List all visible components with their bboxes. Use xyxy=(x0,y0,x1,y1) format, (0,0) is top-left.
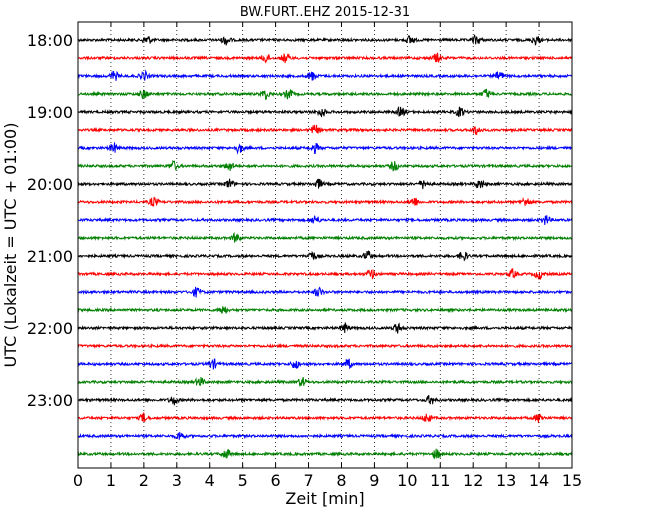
x-axis: 0 1 2 3 4 5 6 7 8 9 10 11 12 13 14 15 xyxy=(73,22,582,490)
chart-title: BW.FURT..EHZ 2015-12-31 xyxy=(240,5,410,20)
seismogram-trace-2030 xyxy=(77,215,573,225)
traces-layer xyxy=(77,33,573,460)
seismogram-trace-1915 xyxy=(77,124,573,135)
x-tick-label: 2 xyxy=(139,471,149,490)
seismogram-trace-2200 xyxy=(77,322,573,334)
x-tick-label: 15 xyxy=(562,471,582,490)
seismogram-trace-2100 xyxy=(77,250,573,262)
seismogram-trace-1815 xyxy=(77,52,573,64)
seismogram-trace-2115 xyxy=(77,268,573,281)
seismogram-trace-1945 xyxy=(77,159,573,172)
x-tick-label: 13 xyxy=(496,471,516,490)
x-tick-label: 5 xyxy=(238,471,248,490)
y-tick-label: 23:00 xyxy=(27,391,73,410)
y-tick-label: 19:00 xyxy=(27,103,73,122)
seismogram-trace-2330 xyxy=(77,431,573,440)
seismogram-trace-2015 xyxy=(77,196,573,207)
y-tick-label: 20:00 xyxy=(27,175,73,194)
seismogram-trace-2245 xyxy=(77,376,573,387)
plot-frame xyxy=(77,21,573,469)
seismogram-trace-1845 xyxy=(77,88,573,101)
seismogram-trace-2045 xyxy=(77,232,573,243)
x-tick-label: 14 xyxy=(529,471,549,490)
y-axis-label: UTC (Lokalzeit = UTC + 01:00) xyxy=(1,123,20,368)
y-tick-label: 22:00 xyxy=(27,319,73,338)
x-tick-label: 6 xyxy=(271,471,281,490)
seismogram-trace-2215 xyxy=(77,342,573,350)
x-tick-label: 8 xyxy=(336,471,346,490)
x-tick-label: 3 xyxy=(172,471,182,490)
x-tick-label: 10 xyxy=(397,471,417,490)
seismogram-trace-2315 xyxy=(77,412,573,424)
x-tick-label: 7 xyxy=(303,471,313,490)
x-tick-label: 0 xyxy=(73,471,83,490)
y-tick-label: 18:00 xyxy=(27,31,73,50)
seismogram-trace-2345 xyxy=(77,448,573,460)
seismogram-trace-2230 xyxy=(77,358,573,370)
y-tick-label: 21:00 xyxy=(27,247,73,266)
seismogram-trace-2145 xyxy=(77,306,573,314)
x-tick-label: 12 xyxy=(463,471,483,490)
seismogram-trace-1830 xyxy=(77,69,573,81)
seismogram-trace-1900 xyxy=(77,106,573,118)
x-tick-label: 9 xyxy=(369,471,379,490)
seismogram-trace-2300 xyxy=(77,394,573,406)
x-tick-label: 11 xyxy=(430,471,450,490)
x-axis-label: Zeit [min] xyxy=(285,489,364,508)
y-axis: 18:00 19:00 20:00 21:00 22:00 23:00 xyxy=(27,31,572,410)
seismogram-trace-2130 xyxy=(77,286,573,298)
seismogram-trace-1930 xyxy=(77,142,573,155)
seismogram-trace-1800 xyxy=(77,33,573,46)
x-tick-label: 1 xyxy=(106,471,116,490)
x-tick-label: 4 xyxy=(205,471,215,490)
seismogram-trace-2000 xyxy=(77,178,573,190)
